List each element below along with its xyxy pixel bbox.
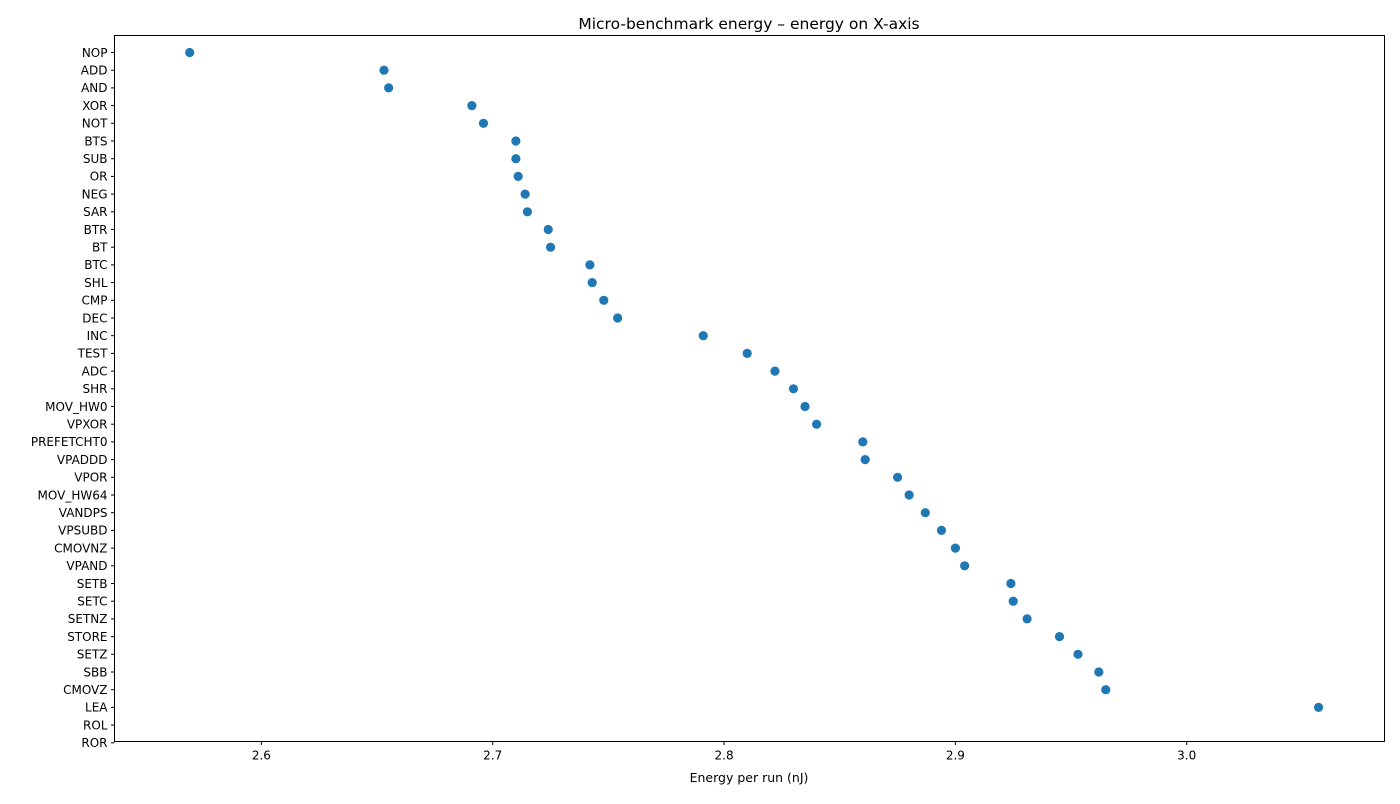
data-point-setnz (1022, 614, 1032, 624)
y-tick-label: VPXOR (67, 418, 108, 432)
data-point-btr (543, 224, 553, 235)
data-point-sub (511, 154, 521, 164)
y-tick-label: ROL (83, 718, 108, 732)
data-point-vpand (960, 561, 970, 571)
data-point-neg (520, 189, 530, 199)
y-tick-label: SETC (77, 595, 107, 609)
y-tick-label: ADD (81, 64, 108, 78)
x-tick-label: 2.6 (252, 749, 271, 763)
data-point-dec (613, 313, 623, 323)
plot-area-frame (114, 35, 1385, 742)
data-point-sar (522, 207, 533, 217)
y-tick-label: VPAND (66, 559, 107, 573)
x-tick-label: 2.9 (946, 749, 965, 763)
data-point-setz (1073, 649, 1083, 659)
y-tick-label: OR (90, 170, 108, 184)
data-point-vpsubd (936, 525, 947, 536)
data-point-test (742, 348, 752, 358)
y-tick-label: INC (87, 329, 108, 343)
x-axis-label: Energy per run (nJ) (690, 770, 809, 785)
y-tick-label: LEA (85, 701, 108, 715)
y-tick-label: SETB (77, 577, 108, 591)
y-tick-label: TEST (77, 347, 109, 361)
y-tick-label: SUB (83, 152, 108, 166)
data-point-setc (1008, 596, 1018, 606)
y-tick-label: SBB (83, 665, 107, 679)
data-point-mov_hw64 (904, 490, 914, 500)
y-axis: NOP ADD AND XOR NOT BTS SUB OR NEG SAR BTR BT BTC SHL… (31, 46, 115, 750)
y-tick-label: MOV_HW0 (45, 400, 107, 414)
y-tick-label: SETZ (77, 648, 108, 662)
y-tick-label: BTR (84, 223, 108, 237)
data-point-cmovnz (950, 543, 960, 553)
data-point-vandps (920, 508, 930, 518)
x-tick-label: 3.0 (1177, 749, 1196, 763)
data-point-btc (585, 260, 595, 270)
y-tick-label: XOR (82, 99, 107, 113)
data-point-vpor (892, 472, 903, 482)
data-point-bt (545, 242, 556, 252)
data-point-cmp (599, 295, 609, 305)
data-point-cmovz (1101, 685, 1111, 695)
data-point-or (513, 171, 523, 181)
y-tick-label: BT (92, 241, 108, 255)
data-point-mov_hw0 (800, 401, 810, 412)
y-tick-label: BTS (84, 134, 107, 148)
y-tick-label: CMP (82, 294, 108, 308)
data-point-prefetcht0 (858, 437, 868, 447)
data-point-vpaddd (860, 455, 870, 465)
y-tick-label: CMOVNZ (54, 541, 107, 555)
data-point-nop (185, 47, 195, 58)
data-point-setb (1006, 578, 1016, 589)
data-point-shr (788, 384, 799, 394)
data-point-lea (1313, 702, 1324, 713)
x-tick-label: 2.7 (483, 749, 502, 763)
y-tick-label: VPADDD (57, 453, 108, 467)
data-point-vpxor (811, 419, 822, 429)
y-tick-label: DEC (82, 311, 107, 325)
y-tick-label: ADC (82, 364, 108, 378)
y-tick-label: VANDPS (59, 506, 108, 520)
x-tick-label: 2.8 (715, 749, 734, 763)
y-tick-label: SETNZ (68, 612, 108, 626)
y-tick-label: NEG (82, 187, 108, 201)
data-points (185, 47, 1324, 713)
chart-title: Micro-benchmark energy – energy on X-axi… (578, 15, 919, 33)
y-tick-label: NOT (82, 117, 108, 131)
data-point-add (379, 65, 389, 75)
y-tick-label: BTC (84, 258, 107, 272)
y-tick-label: AND (81, 81, 107, 95)
data-point-and (384, 83, 394, 93)
y-tick-label: STORE (67, 630, 107, 644)
y-tick-label: SHL (84, 276, 108, 290)
y-tick-label: CMOVZ (63, 683, 107, 697)
data-point-shl (587, 278, 597, 288)
data-point-bts (511, 136, 521, 146)
data-point-sbb (1094, 667, 1104, 677)
y-tick-label: NOP (82, 46, 108, 60)
data-point-xor (467, 101, 477, 111)
data-point-inc (698, 331, 708, 341)
data-point-not (478, 118, 489, 128)
y-tick-label: PREFETCHT0 (31, 435, 108, 449)
y-tick-label: MOV_HW64 (38, 488, 108, 502)
data-point-store (1054, 632, 1065, 642)
y-tick-label: SAR (83, 205, 107, 219)
y-tick-label: VPSUBD (58, 524, 107, 538)
x-axis: 2.6 2.7 2.8 2.9 3.0 (252, 741, 1196, 763)
y-tick-label: SHR (83, 382, 108, 396)
y-tick-label: ROR (81, 736, 107, 750)
data-point-adc (770, 366, 780, 376)
y-tick-label: VPOR (74, 471, 107, 485)
